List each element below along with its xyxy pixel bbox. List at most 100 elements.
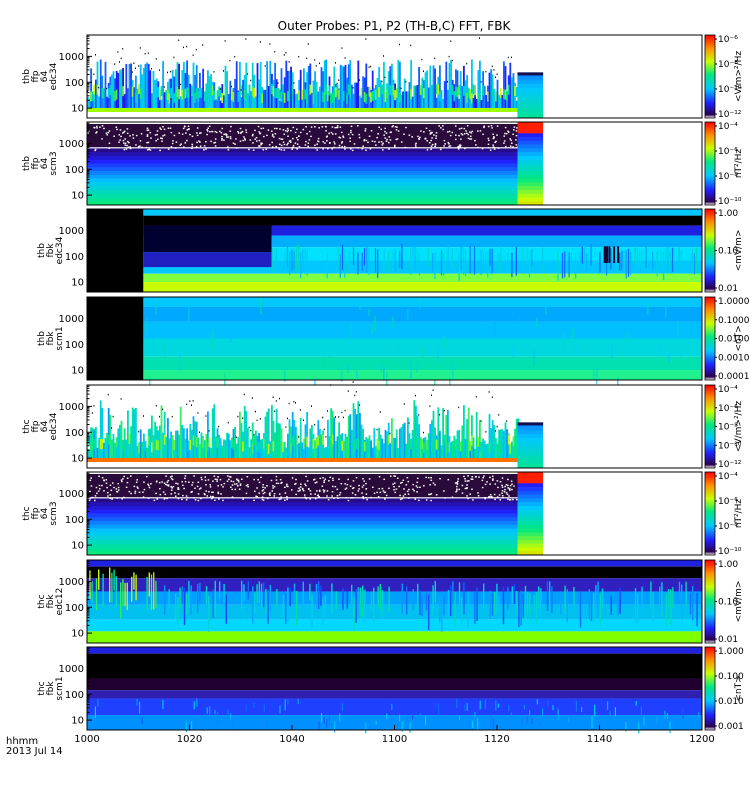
speckle: [148, 486, 151, 489]
speckle: [221, 135, 223, 138]
speckle: [501, 477, 504, 479]
spectral-column: [371, 70, 374, 108]
spectral-band: [87, 155, 518, 161]
spectral-column: [283, 448, 286, 458]
speckle: [304, 144, 307, 146]
spectral-column: [256, 441, 259, 452]
speckle: [95, 486, 98, 489]
spectral-column: [210, 448, 212, 458]
spectral-column: [495, 437, 497, 448]
spectral-column: [370, 440, 372, 458]
spectral-column: [474, 712, 476, 718]
spectral-column: [271, 440, 273, 451]
spectral-column: [302, 581, 304, 608]
spectral-column: [346, 77, 348, 108]
spectral-column: [447, 244, 449, 269]
spectral-column: [443, 434, 446, 445]
spectral-column: [448, 85, 451, 96]
speckle: [202, 44, 204, 46]
speckle: [492, 478, 494, 480]
y-tick-label: 10: [71, 191, 84, 202]
speckle: [240, 132, 242, 134]
speckle: [123, 142, 125, 144]
spectral-column: [515, 418, 518, 458]
spectral-column: [381, 84, 384, 95]
speckle: [434, 144, 437, 146]
colorbar-tick-label: 10⁻⁶: [718, 147, 738, 157]
spectral-column: [333, 89, 336, 100]
speckle: [262, 486, 264, 488]
spectral-column: [440, 90, 443, 108]
spectral-band: [87, 189, 518, 194]
speckle: [239, 484, 242, 487]
speckle: [257, 125, 260, 128]
spectral-column: [469, 245, 471, 274]
spectral-column: [394, 437, 396, 458]
speckle: [451, 59, 453, 62]
spectral-column: [626, 333, 628, 343]
spectral-column: [331, 583, 333, 615]
speckle: [417, 135, 419, 138]
speckle: [103, 479, 105, 482]
spectral-column: [656, 251, 658, 277]
spectral-column: [511, 77, 513, 108]
spectral-column: [253, 442, 256, 458]
spectral-column: [509, 443, 512, 454]
spectral-column: [147, 435, 150, 446]
speckle: [304, 483, 306, 485]
spectral-column: [487, 91, 489, 102]
spectral-column: [286, 245, 289, 267]
spectral-column: [163, 434, 166, 445]
spectral-column: [341, 703, 343, 712]
spectral-column: [128, 434, 131, 445]
speckle: [138, 65, 140, 67]
spectral-column: [698, 712, 700, 717]
spectral-column: [466, 92, 468, 103]
spectral-column: [471, 93, 473, 104]
spectral-column: [104, 61, 107, 108]
speckle: [454, 125, 457, 127]
speckle: [307, 145, 309, 148]
spectral-column: [479, 90, 481, 101]
panel-label: thc ffp 64 edc34: [22, 412, 59, 440]
y-tick-label: 1000: [59, 52, 84, 63]
speckle: [323, 479, 326, 482]
speckle: [418, 414, 420, 416]
speckle: [253, 433, 255, 436]
spectral-cell: [517, 543, 544, 548]
spectral-column: [283, 77, 286, 108]
spectral-column: [397, 448, 400, 458]
spectral-column: [217, 711, 219, 724]
speckle: [204, 476, 207, 478]
spectral-column: [175, 69, 177, 108]
spectral-cell: [517, 125, 544, 130]
speckle: [388, 136, 391, 138]
speckle: [331, 133, 334, 135]
speckle: [284, 129, 287, 132]
spectral-column: [391, 434, 393, 445]
spectral-column: [625, 722, 627, 732]
spectral-column: [499, 87, 502, 98]
panel-label: thb ffp 64 edc34: [22, 62, 59, 90]
spectral-column: [415, 85, 417, 108]
spectral-column: [183, 61, 185, 108]
speckle: [256, 487, 258, 489]
speckle: [489, 483, 491, 485]
spectral-column: [610, 248, 612, 270]
speckle: [418, 499, 420, 502]
speckle: [193, 475, 195, 477]
speckle: [200, 476, 203, 479]
spectral-column: [422, 345, 424, 358]
speckle: [217, 485, 219, 487]
speckle: [286, 483, 288, 486]
spectral-column: [419, 85, 422, 96]
spectral-column: [401, 720, 403, 732]
spectral-column: [460, 245, 462, 270]
spectral-column: [104, 438, 107, 449]
spectral-column: [482, 250, 484, 267]
speckle: [354, 394, 356, 397]
spectral-column: [115, 576, 117, 607]
spectral-column: [638, 250, 641, 268]
spectral-column: [167, 418, 169, 458]
